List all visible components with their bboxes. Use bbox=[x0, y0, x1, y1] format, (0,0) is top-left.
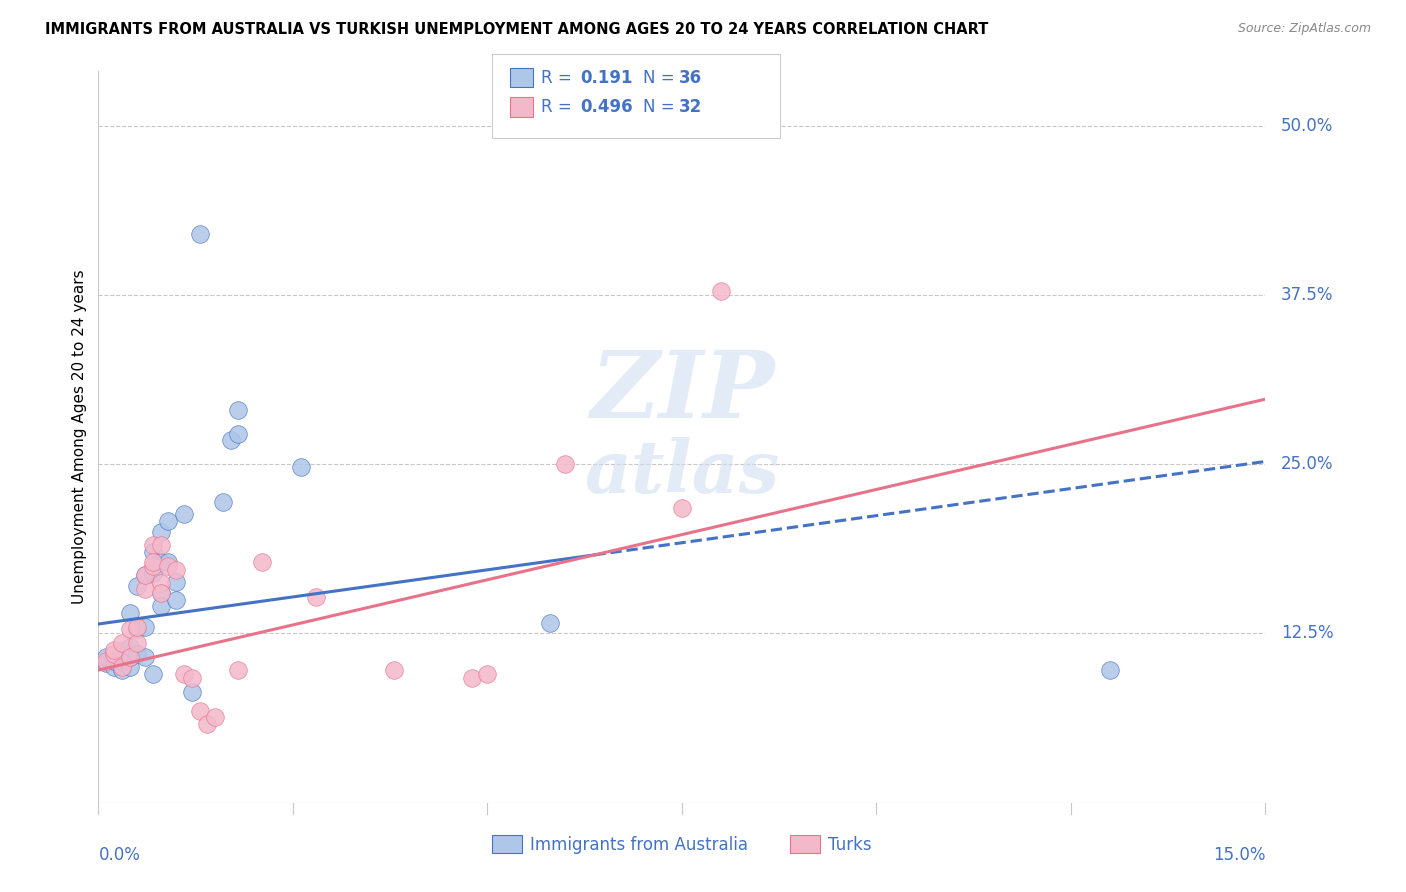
Text: 0.496: 0.496 bbox=[581, 98, 633, 116]
Point bbox=[538, 615, 561, 630]
Text: 0.191: 0.191 bbox=[581, 69, 633, 87]
Point bbox=[96, 649, 118, 664]
Y-axis label: Unemployment Among Ages 20 to 24 years: Unemployment Among Ages 20 to 24 years bbox=[72, 269, 87, 605]
Point bbox=[103, 642, 125, 657]
Point bbox=[134, 649, 156, 664]
Point bbox=[142, 538, 165, 552]
Point bbox=[195, 717, 218, 731]
Point bbox=[127, 620, 149, 634]
Point bbox=[180, 671, 202, 685]
Point bbox=[188, 704, 211, 718]
Point bbox=[111, 654, 134, 668]
Text: N =: N = bbox=[643, 98, 679, 116]
Text: R =: R = bbox=[541, 98, 578, 116]
Point bbox=[671, 500, 693, 515]
Point bbox=[228, 663, 250, 677]
Point bbox=[305, 590, 328, 604]
Text: 12.5%: 12.5% bbox=[1281, 624, 1333, 642]
Point bbox=[149, 586, 172, 600]
Point bbox=[250, 555, 273, 569]
Point bbox=[118, 606, 141, 620]
Point bbox=[173, 508, 195, 522]
Point bbox=[149, 599, 172, 614]
Point bbox=[149, 555, 172, 569]
Point bbox=[142, 566, 165, 580]
Point bbox=[157, 555, 180, 569]
Text: 32: 32 bbox=[679, 98, 703, 116]
Point bbox=[134, 620, 156, 634]
Text: Source: ZipAtlas.com: Source: ZipAtlas.com bbox=[1237, 22, 1371, 36]
Point bbox=[1098, 663, 1121, 677]
Point bbox=[228, 427, 250, 442]
Point bbox=[157, 514, 180, 528]
Point bbox=[461, 671, 484, 685]
Point bbox=[290, 459, 312, 474]
Legend: Immigrants from Australia, Turks: Immigrants from Australia, Turks bbox=[485, 829, 879, 860]
Point bbox=[149, 576, 172, 591]
Text: IMMIGRANTS FROM AUSTRALIA VS TURKISH UNEMPLOYMENT AMONG AGES 20 TO 24 YEARS CORR: IMMIGRANTS FROM AUSTRALIA VS TURKISH UNE… bbox=[45, 22, 988, 37]
Text: 15.0%: 15.0% bbox=[1213, 847, 1265, 864]
Point bbox=[134, 568, 156, 582]
Text: 50.0%: 50.0% bbox=[1281, 117, 1333, 135]
Point bbox=[157, 558, 180, 573]
Point bbox=[142, 545, 165, 559]
Point bbox=[96, 654, 118, 668]
Point bbox=[103, 654, 125, 668]
Point bbox=[149, 524, 172, 539]
Point bbox=[111, 644, 134, 658]
Text: 0.0%: 0.0% bbox=[98, 847, 141, 864]
Text: 36: 36 bbox=[679, 69, 702, 87]
Point bbox=[204, 710, 226, 724]
Point bbox=[173, 667, 195, 681]
Point bbox=[142, 667, 165, 681]
Point bbox=[142, 555, 165, 569]
Point bbox=[142, 558, 165, 573]
Point bbox=[127, 579, 149, 593]
Point bbox=[188, 227, 211, 241]
Point bbox=[165, 563, 187, 577]
Text: ZIP: ZIP bbox=[589, 347, 775, 437]
Point bbox=[134, 582, 156, 596]
Text: 37.5%: 37.5% bbox=[1281, 285, 1333, 304]
Point bbox=[212, 495, 235, 509]
Point bbox=[382, 663, 405, 677]
Text: R =: R = bbox=[541, 69, 578, 87]
Point bbox=[103, 647, 125, 661]
Point bbox=[228, 403, 250, 417]
Point bbox=[118, 640, 141, 654]
Point bbox=[118, 660, 141, 674]
Text: atlas: atlas bbox=[585, 437, 779, 508]
Point bbox=[149, 586, 172, 600]
Point bbox=[165, 574, 187, 589]
Point bbox=[219, 433, 242, 447]
Point bbox=[180, 684, 202, 698]
Text: 25.0%: 25.0% bbox=[1281, 455, 1333, 473]
Point bbox=[165, 592, 187, 607]
Point bbox=[127, 623, 149, 637]
Point bbox=[111, 660, 134, 674]
Text: N =: N = bbox=[643, 69, 679, 87]
Point bbox=[554, 457, 576, 471]
Point bbox=[118, 649, 141, 664]
Point bbox=[118, 623, 141, 637]
Point bbox=[111, 663, 134, 677]
Point bbox=[127, 647, 149, 661]
Point bbox=[127, 636, 149, 650]
Point bbox=[96, 657, 118, 671]
Point bbox=[710, 284, 733, 298]
Point bbox=[134, 568, 156, 582]
Point bbox=[103, 660, 125, 674]
Point bbox=[118, 649, 141, 664]
Point bbox=[477, 667, 499, 681]
Point bbox=[149, 538, 172, 552]
Point bbox=[111, 636, 134, 650]
Point bbox=[103, 647, 125, 661]
